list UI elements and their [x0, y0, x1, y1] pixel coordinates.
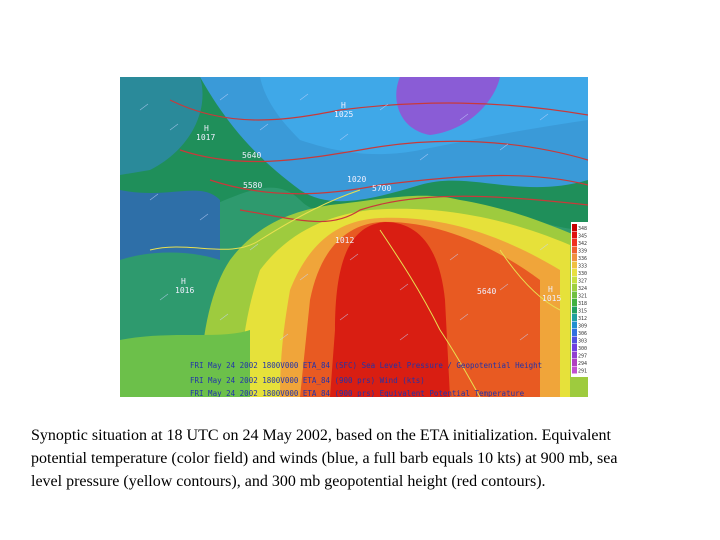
legend-label: 312 — [578, 316, 587, 322]
legend-swatch — [572, 306, 577, 314]
legend-swatch — [572, 291, 577, 299]
map-footer: FRI May 24 2002 1800V000 ETA_84 (900 prs… — [190, 389, 525, 398]
caption-line: potential temperature (color field) and … — [31, 450, 618, 467]
map-label: 1017 — [196, 133, 215, 142]
legend-label: 336 — [578, 256, 587, 262]
map-label: 1016 — [175, 286, 194, 295]
legend-label: 306 — [578, 331, 587, 337]
map-footer: FRI May 24 2002 1800V000 ETA_84 (900 prs… — [190, 376, 425, 385]
legend-swatch — [572, 224, 577, 231]
legend-label: 303 — [578, 339, 587, 345]
caption-line: level pressure (yellow contours), and 30… — [31, 473, 546, 490]
legend-swatch — [572, 344, 577, 351]
pressure-contours — [149, 189, 561, 397]
legend-swatch — [572, 366, 577, 374]
legend-label: 297 — [578, 354, 587, 360]
legend-swatch — [572, 336, 577, 344]
caption-line: Synoptic situation at 18 UTC on 24 May 2… — [31, 427, 611, 444]
legend-swatch — [572, 284, 577, 291]
map-label: 5640 — [242, 151, 261, 160]
legend-label: 309 — [578, 324, 587, 330]
legend-swatch — [572, 321, 577, 329]
legend-swatch — [572, 299, 577, 306]
legend-swatch — [572, 246, 577, 254]
legend-swatch — [572, 359, 577, 366]
map-label: H — [341, 101, 346, 110]
legend-label: 342 — [578, 241, 587, 247]
legend-label: 333 — [578, 264, 587, 270]
map-label: 5700 — [372, 184, 391, 193]
legend-label: 327 — [578, 279, 587, 285]
legend-swatch — [572, 239, 577, 246]
map-label: 1025 — [334, 110, 353, 119]
legend-label: 330 — [578, 271, 587, 277]
legend-label: 339 — [578, 249, 587, 255]
legend-label: 300 — [578, 346, 587, 352]
map-label: 1020 — [347, 175, 366, 184]
legend-label: 345 — [578, 234, 587, 240]
map-label: 1012 — [335, 236, 354, 245]
legend-label: 294 — [578, 361, 587, 367]
legend-swatch — [572, 351, 577, 359]
map-label: 5580 — [243, 181, 262, 190]
map-label: H — [548, 285, 553, 294]
legend-swatch — [572, 254, 577, 261]
legend-label: 321 — [578, 294, 587, 300]
legend-label: 318 — [578, 301, 587, 307]
legend-swatch — [572, 276, 577, 284]
legend-label: 291 — [578, 369, 587, 375]
map-footer: FRI May 24 2002 1800V000 ETA_84 (SFC) Se… — [190, 361, 542, 370]
legend-swatch — [572, 231, 577, 239]
legend-swatch — [572, 314, 577, 321]
legend-swatch — [572, 329, 577, 336]
map-label: H — [204, 124, 209, 133]
legend-label: 324 — [578, 286, 587, 292]
map-label: 1015 — [542, 294, 561, 303]
map-label: H — [181, 277, 186, 286]
legend-label: 348 — [578, 226, 587, 232]
legend-label: 315 — [578, 309, 587, 315]
map-label: 5640 — [477, 287, 496, 296]
wind-barbs — [139, 93, 549, 341]
legend-swatch — [572, 261, 577, 269]
legend-swatch — [572, 269, 577, 276]
